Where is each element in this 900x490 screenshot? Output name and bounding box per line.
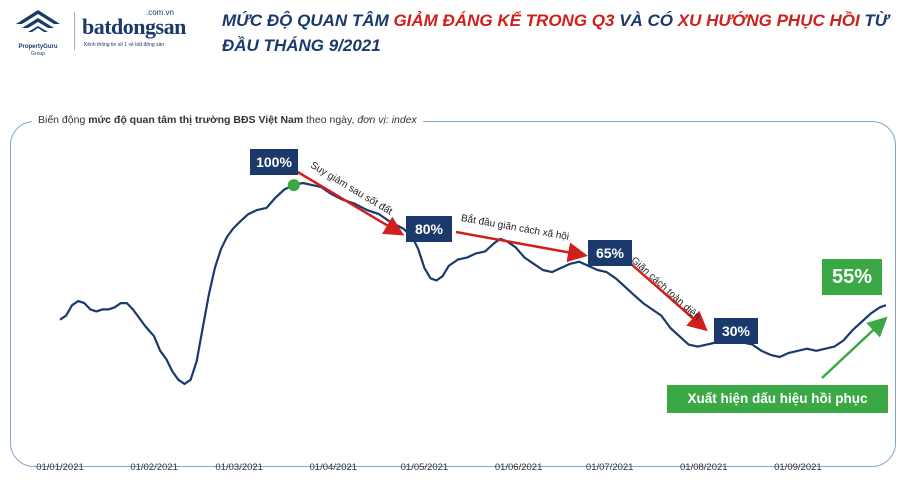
chart-subtitle: Biến động mức độ quan tâm thị trường BĐS… xyxy=(32,112,423,128)
recovery-label: Xuất hiện dấu hiệu hồi phục xyxy=(667,385,888,413)
title-part-3: VÀ CÓ xyxy=(614,11,678,30)
x-tick-label: 01/07/2021 xyxy=(585,462,634,473)
x-tick-label: 01/03/2021 xyxy=(215,462,263,473)
interest-index-line xyxy=(59,181,887,385)
batdongsan-tagline: Kênh thông tin số 1 về bất động sản xyxy=(84,42,165,48)
value-box-80: 80% xyxy=(406,216,452,242)
batdongsan-name: batdongsan xyxy=(82,14,186,39)
batdongsan-logo: .com.vn batdongsan Kênh thông tin số 1 v… xyxy=(82,6,192,56)
x-tick-label: 01/02/2021 xyxy=(130,462,178,473)
value-box-65: 65% xyxy=(588,240,632,266)
title-part-4: XU HƯỚNG PHỤC HỒI xyxy=(677,11,860,30)
batdongsan-domain: .com.vn xyxy=(146,8,175,17)
value-box-55: 55% xyxy=(822,259,882,295)
arrow-decline-1 xyxy=(295,169,405,236)
arrow-decline-2 xyxy=(455,230,588,263)
x-tick-label: 01/01/2021 xyxy=(36,462,84,473)
propertyguru-house-icon xyxy=(16,10,60,32)
page-title: MỨC ĐỘ QUAN TÂM GIẢM ĐÁNG KỂ TRONG Q3 VÀ… xyxy=(222,8,892,58)
propertyguru-logo-text: PropertyGuru xyxy=(18,44,58,50)
value-box-100: 100% xyxy=(250,149,298,175)
header xyxy=(0,0,900,70)
x-tick-label: 01/08/2021 xyxy=(680,462,728,473)
title-part-5: TỪ ĐẦU THÁNG 9/2021 xyxy=(222,11,889,55)
x-tick-label: 01/09/2021 xyxy=(774,462,822,473)
title-part-1: MỨC ĐỘ QUAN TÂM xyxy=(222,11,394,30)
x-tick-label: 01/04/2021 xyxy=(309,462,358,473)
x-tick-label: 01/05/2021 xyxy=(400,462,449,473)
subtitle-unit: đơn vị: index xyxy=(357,114,417,126)
subtitle-prefix: Biến động xyxy=(38,114,89,126)
x-tick-label: 01/06/2021 xyxy=(494,462,543,473)
peak-marker xyxy=(287,179,300,192)
propertyguru-logo: PropertyGuru Group xyxy=(8,8,68,60)
title-part-2: GIẢM ĐÁNG KỂ TRONG Q3 xyxy=(393,11,615,30)
chart-frame xyxy=(10,121,896,467)
subtitle-middle: theo ngày, xyxy=(303,114,358,126)
logo-divider xyxy=(74,12,75,50)
arrow-decline-3 xyxy=(629,262,708,332)
propertyguru-logo-sub: Group xyxy=(31,51,45,57)
arrow-recovery xyxy=(821,316,888,379)
value-box-30: 30% xyxy=(714,318,758,344)
subtitle-bold: mức độ quan tâm thị trường BĐS Việt Nam xyxy=(88,114,304,126)
